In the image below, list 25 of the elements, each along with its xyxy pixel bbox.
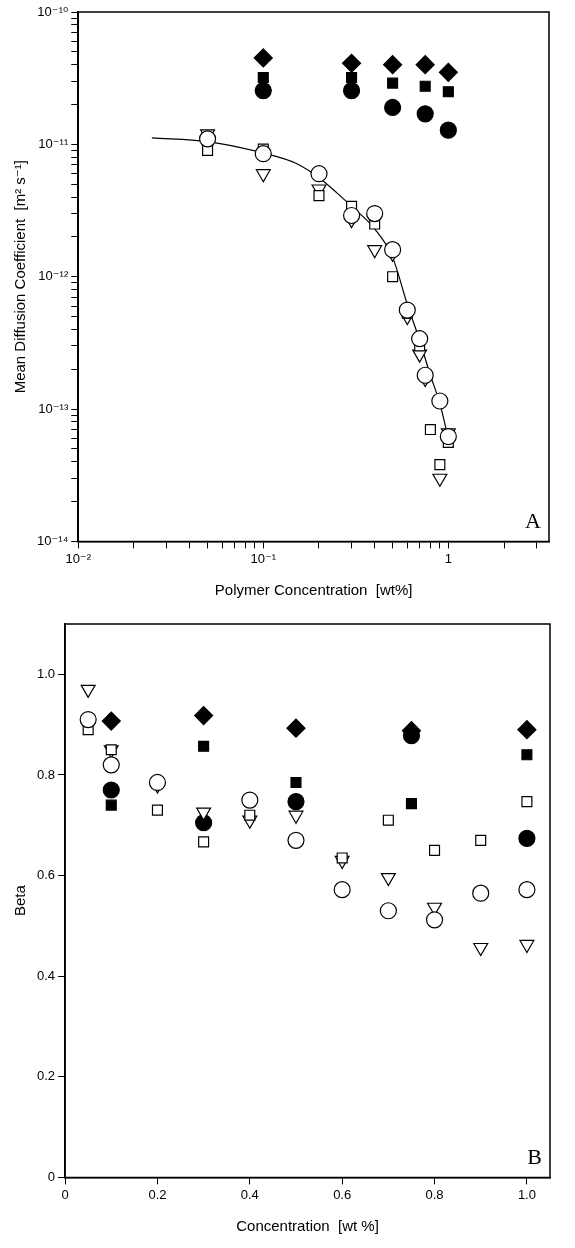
x-tick-label: 10⁻² <box>65 550 92 566</box>
y-tick-label: 0.8 <box>36 766 56 782</box>
x-axis-title: Concentration [wt %] <box>236 1217 379 1235</box>
x-axis-title: Polymer Concentration [wt%] <box>214 581 413 599</box>
y-tick-label: 0.4 <box>36 967 56 983</box>
x-tick-label: 0.8 <box>425 1186 444 1202</box>
x-tick-label: 1.0 <box>517 1186 536 1202</box>
y-tick-label: 0.2 <box>36 1068 56 1084</box>
y-tick-label: 10⁻¹² <box>38 268 69 284</box>
y-tick-label: 10⁻¹³ <box>38 400 69 416</box>
y-tick-label: 10⁻¹¹ <box>38 135 69 151</box>
y-tick-label: 10⁻¹⁴ <box>36 532 69 548</box>
x-tick-label: 0.4 <box>240 1186 259 1202</box>
y-axis-title: Beta <box>11 884 29 917</box>
annotation: A <box>525 508 542 534</box>
y-tick-label: 0.6 <box>36 867 56 883</box>
y-tick-label: 0 <box>47 1168 56 1184</box>
annotation: B <box>527 1144 542 1170</box>
x-tick-label: 0.2 <box>148 1186 167 1202</box>
y-axis-title: Mean Diffusion Coefficient [m² s⁻¹] <box>11 160 29 394</box>
y-tick-label: 1.0 <box>36 665 56 681</box>
y-tick-label: 10⁻¹⁰ <box>37 3 69 19</box>
x-tick-label: 1 <box>444 550 452 566</box>
x-tick-label: 10⁻¹ <box>250 550 277 566</box>
x-tick-label: 0.6 <box>333 1186 352 1202</box>
